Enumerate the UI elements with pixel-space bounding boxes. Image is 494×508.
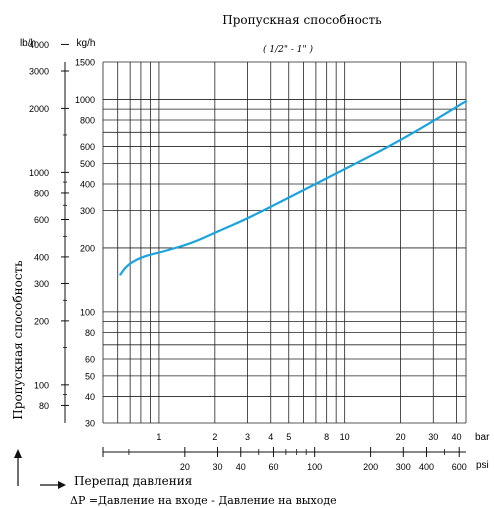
psi-tick-label: 600 <box>452 462 467 472</box>
kgh-tick-label: 800 <box>80 116 95 126</box>
lbh-tick-label: 3000 <box>29 66 49 76</box>
lbh-tick-label: 200 <box>34 316 49 326</box>
bar-tick-label: 40 <box>451 432 461 442</box>
bar-tick-label: 3 <box>245 432 250 442</box>
lbh-tick-label: 4000 <box>29 40 49 50</box>
chart-grid <box>102 61 467 424</box>
kgh-tick-label: 400 <box>80 179 95 189</box>
kgh-tick-label: 1000 <box>75 95 95 105</box>
psi-tick-label: 20 <box>180 462 190 472</box>
lbh-tick-label: 1000 <box>29 168 49 178</box>
x-axis-arrow-head <box>58 481 66 489</box>
bar-tick-label: 1 <box>156 432 161 442</box>
bar-unit-label: bar <box>475 432 490 443</box>
lbh-tick-label: 100 <box>34 380 49 390</box>
lbh-tick-label: 600 <box>34 215 49 225</box>
psi-tick-label: 100 <box>307 462 322 472</box>
left-unit-label: lb/h <box>20 38 36 49</box>
kgh-tick-label: 30 <box>85 419 95 429</box>
bar-tick-label: 5 <box>286 432 291 442</box>
kgh-tick-label: 80 <box>85 328 95 338</box>
chart-axes <box>14 43 466 489</box>
lbh-tick-label: 2000 <box>29 104 49 114</box>
psi-tick-label: 400 <box>419 462 434 472</box>
kgh-tick-label: 200 <box>80 243 95 253</box>
kgh-tick-label: 600 <box>80 142 95 152</box>
chart-series <box>119 100 468 276</box>
kgh-tick-label: 300 <box>80 206 95 216</box>
x-axis-label: Перепад давления <box>74 474 192 488</box>
psi-tick-label: 30 <box>213 462 223 472</box>
kgh-tick-label: 500 <box>80 159 95 169</box>
psi-unit-label: psi <box>476 460 489 471</box>
kgh-tick-label: 100 <box>80 307 95 317</box>
psi-tick-label: 300 <box>396 462 411 472</box>
lbh-tick-label: 80 <box>39 401 49 411</box>
kgh-tick-label: 1500 <box>75 58 95 68</box>
lbh-tick-label: 400 <box>34 252 49 262</box>
y-axis-arrow-head <box>14 449 22 458</box>
lbh-tick-label: 300 <box>34 279 49 289</box>
kgh-tick-label: 40 <box>85 392 95 402</box>
lbh-tick-label: 800 <box>34 188 49 198</box>
chart-title: Пропускная способность <box>222 13 382 27</box>
chart-subtitle: ( 1/2" - 1" ) <box>263 44 313 55</box>
flow-capacity-line <box>119 100 468 276</box>
psi-tick-label: 60 <box>268 462 278 472</box>
psi-tick-label: 200 <box>363 462 378 472</box>
kgh-tick-label: 50 <box>85 371 95 381</box>
bar-tick-label: 20 <box>396 432 406 442</box>
bar-tick-label: 2 <box>212 432 217 442</box>
right-unit-label: kg/h <box>77 38 96 49</box>
y-axis-label: Пропускная способность <box>11 260 25 420</box>
bar-tick-label: 10 <box>340 432 350 442</box>
psi-tick-label: 40 <box>236 462 246 472</box>
bar-tick-label: 4 <box>268 432 273 442</box>
bar-tick-label: 30 <box>428 432 438 442</box>
bar-tick-label: 8 <box>324 432 329 442</box>
kgh-tick-label: 60 <box>85 355 95 365</box>
chart-tick-labels: 80 100 200 300 400 600 800 1000 2000 3000 4000 30 40… <box>29 40 467 472</box>
pressure-difference-note: ΔP =Давление на входе - Давление на выхо… <box>70 494 337 507</box>
